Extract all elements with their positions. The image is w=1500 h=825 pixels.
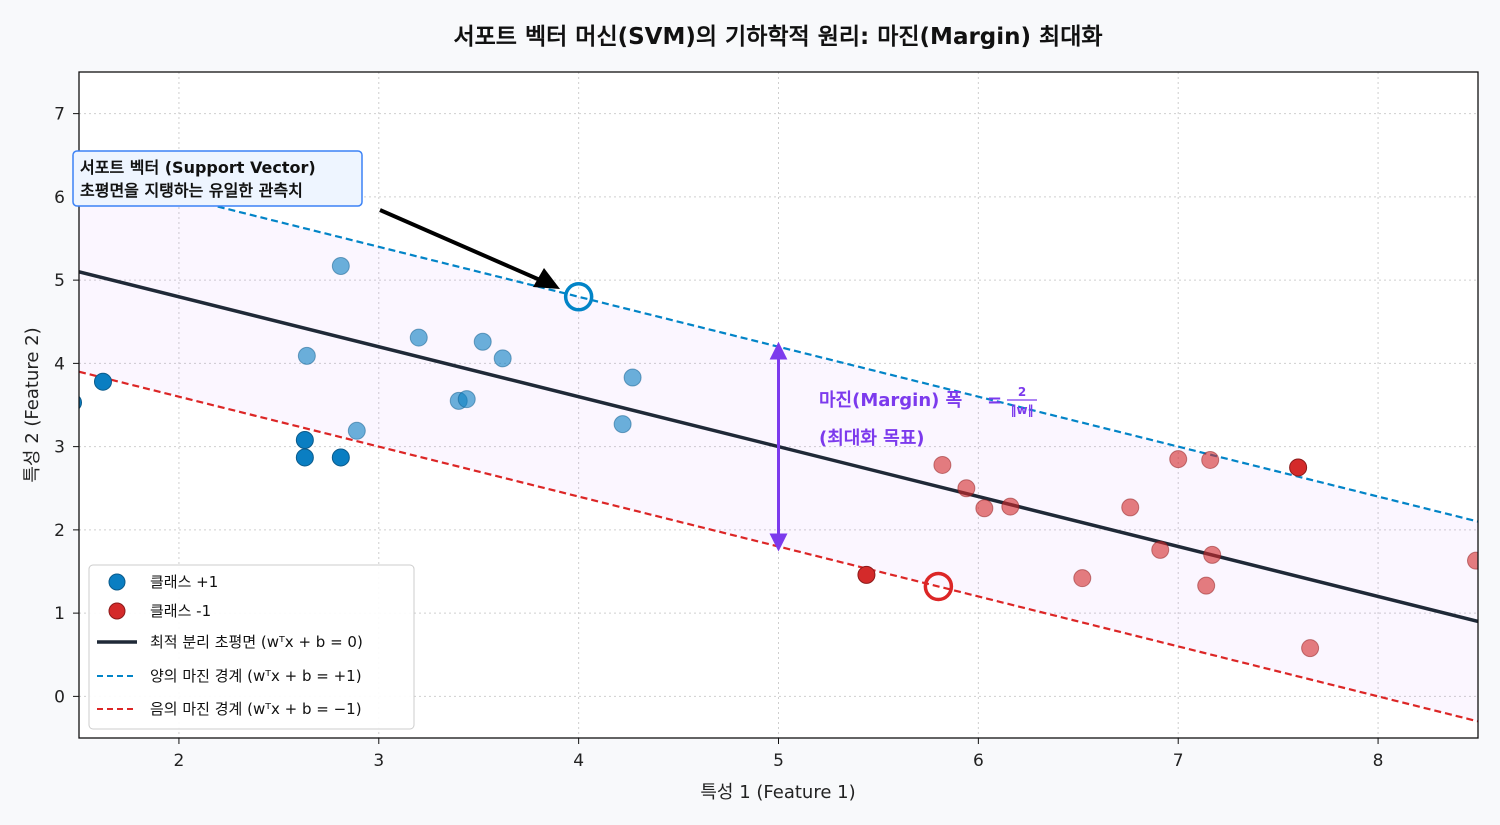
data-point-class-pos — [93, 372, 112, 391]
legend-label-class-neg: 클래스 -1 — [150, 602, 211, 620]
x-tick-label: 6 — [973, 751, 984, 771]
data-point-class-neg — [1121, 498, 1140, 517]
margin-label: 마진(Margin) 폭 — [819, 390, 962, 411]
data-point-class-neg — [1197, 576, 1216, 595]
x-tick-label: 8 — [1373, 751, 1384, 771]
data-point-class-pos — [493, 349, 512, 368]
legend-label-margin-neg: 음의 마진 경계 (wᵀx + b = −1) — [150, 700, 362, 718]
data-points — [79, 256, 1478, 658]
grid — [79, 72, 1478, 738]
data-point-class-neg — [1169, 450, 1188, 469]
legend-dot-class-neg — [108, 602, 126, 620]
legend-box — [88, 564, 415, 730]
chart-title: 서포트 벡터 머신(SVM)의 기하학적 원리: 마진(Margin) 최대화 — [453, 24, 1102, 50]
data-point-class-pos — [297, 346, 316, 365]
data-point-class-neg — [975, 499, 994, 518]
margin-equals: = — [987, 390, 1002, 411]
legend-dot-class-pos — [108, 573, 126, 591]
data-point-class-pos — [623, 368, 642, 387]
legend-label-margin-pos: 양의 마진 경계 (wᵀx + b = +1) — [150, 667, 362, 685]
y-tick-label: 3 — [54, 438, 65, 458]
margin-fraction-numerator: 2 — [1018, 385, 1026, 399]
x-tick-label: 5 — [773, 751, 784, 771]
data-point-class-pos — [331, 448, 350, 467]
margin-annotation: 마진(Margin) 폭 = 2 ‖w‖ (최대화 목표) — [819, 385, 1037, 449]
legend-label-class-pos: 클래스 +1 — [150, 573, 218, 591]
annotation-box — [72, 150, 363, 207]
x-axis-label: 특성 1 (Feature 1) — [700, 782, 855, 803]
x-tick-label: 4 — [573, 751, 584, 771]
data-point-class-neg — [1467, 551, 1478, 570]
y-tick-label: 7 — [54, 105, 65, 125]
data-point-class-pos — [347, 421, 366, 440]
data-point-class-neg — [957, 479, 976, 498]
annotation-arrow-shaft — [379, 208, 541, 282]
data-point-class-neg — [1073, 569, 1092, 588]
y-tick-label: 0 — [54, 687, 65, 707]
y-tick-label: 5 — [54, 271, 65, 291]
x-tick-label: 7 — [1173, 751, 1184, 771]
annotation-arrow-head — [533, 268, 560, 289]
data-point-class-neg — [1201, 450, 1220, 469]
margin-goal: (최대화 목표) — [819, 428, 925, 449]
data-point-class-neg — [857, 565, 876, 584]
data-point-class-neg — [1001, 497, 1020, 516]
data-point-class-neg — [933, 455, 952, 474]
y-tick-label: 2 — [54, 521, 65, 541]
data-point-class-neg — [1203, 545, 1222, 564]
data-point-class-pos — [613, 415, 632, 434]
support-vector-annotation: 서포트 벡터 (Support Vector) 초평면을 지탱하는 유일한 관측… — [72, 150, 560, 289]
data-point-class-pos — [457, 390, 476, 409]
y-axis-label: 특성 2 (Feature 2) — [22, 327, 43, 482]
margin-fraction-denominator: ‖w‖ — [1010, 403, 1033, 417]
annotation-line-1: 서포트 벡터 (Support Vector) — [80, 158, 316, 177]
data-point-class-pos — [409, 328, 428, 347]
support-vector-positive — [563, 282, 594, 312]
y-tick-label: 6 — [54, 188, 65, 208]
data-point-class-neg — [1289, 458, 1308, 477]
support-vector-negative — [923, 571, 954, 602]
y-tick-label: 1 — [54, 604, 65, 624]
data-point-class-pos — [331, 256, 350, 275]
x-tick-label: 2 — [174, 751, 185, 771]
x-tick-label: 3 — [373, 751, 384, 771]
data-point-class-neg — [1301, 639, 1320, 658]
axis-ticks: 2 3 4 5 6 7 8 0 1 2 3 4 5 6 7 — [54, 105, 1383, 771]
legend-label-hyperplane: 최적 분리 초평면 (wᵀx + b = 0) — [150, 633, 363, 651]
data-point-class-pos — [295, 448, 314, 467]
data-point-class-neg — [1151, 540, 1170, 559]
legend: 클래스 +1 클래스 -1 최적 분리 초평면 (wᵀx + b = 0) 양의… — [88, 564, 415, 730]
data-point-class-pos — [295, 430, 314, 449]
y-tick-label: 4 — [54, 354, 65, 374]
annotation-line-2: 초평면을 지탱하는 유일한 관측치 — [80, 181, 303, 200]
data-point-class-pos — [473, 332, 492, 351]
